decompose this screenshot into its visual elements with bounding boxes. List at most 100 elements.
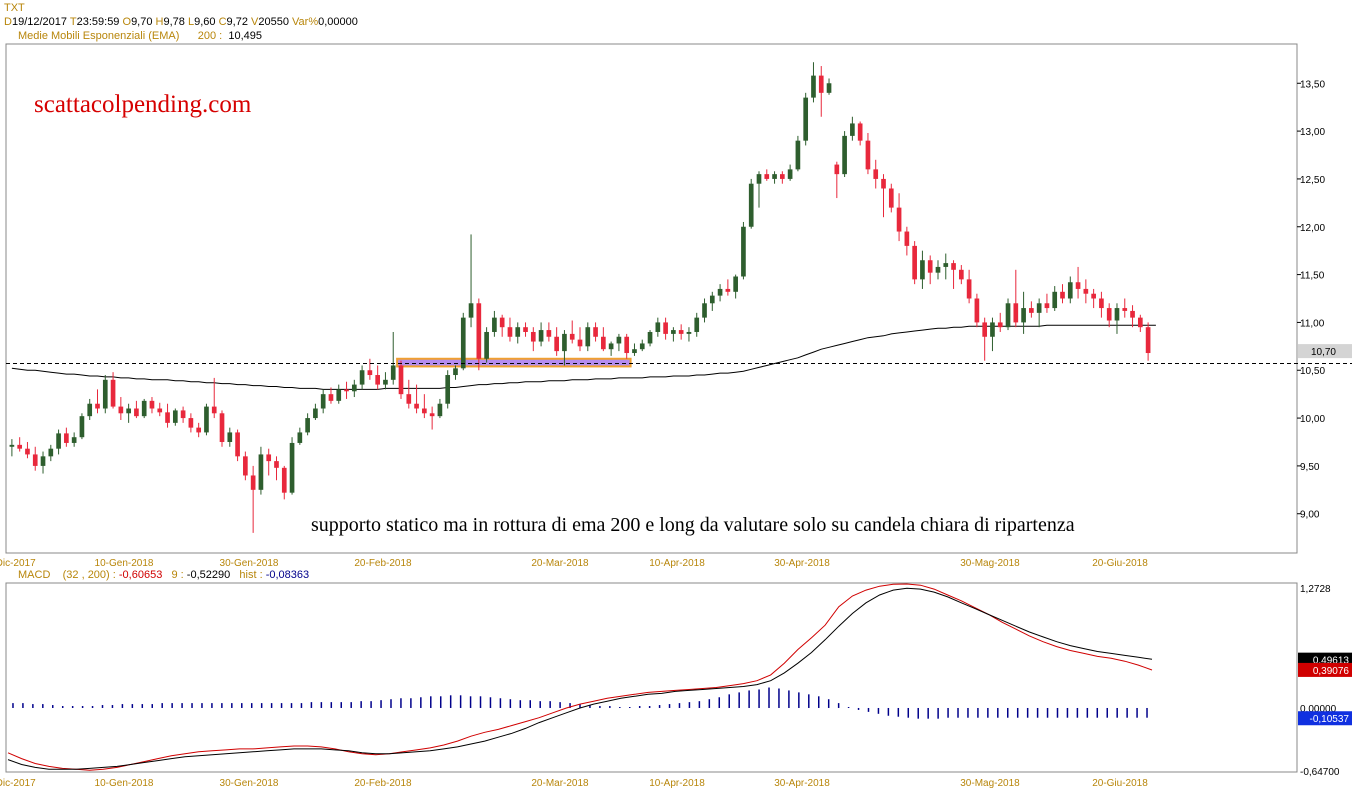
candle bbox=[141, 398, 147, 419]
candle bbox=[1044, 293, 1050, 313]
candle-body bbox=[1099, 298, 1104, 309]
price-tick-label: 12,50 bbox=[1300, 175, 1325, 186]
candle bbox=[313, 403, 318, 420]
time-value: 23:59:59 bbox=[76, 16, 120, 28]
candle bbox=[48, 444, 54, 462]
candle-body bbox=[702, 303, 707, 318]
close-value: 9,72 bbox=[226, 16, 248, 28]
candle-body bbox=[274, 461, 279, 468]
candle-body bbox=[717, 288, 723, 296]
candle-body bbox=[1075, 282, 1081, 289]
support-layer: 10,70 bbox=[6, 344, 1352, 365]
candle bbox=[196, 422, 202, 438]
support-zone-rect bbox=[396, 357, 632, 368]
candle bbox=[616, 333, 622, 352]
ema-separator: : bbox=[219, 30, 223, 42]
candle-body bbox=[390, 365, 396, 380]
candle bbox=[857, 121, 863, 146]
date-tick-label: 10-Gen-2018 bbox=[95, 558, 154, 569]
candle bbox=[367, 358, 373, 380]
candle-body bbox=[64, 433, 69, 443]
price-tick-label: 13,00 bbox=[1300, 127, 1325, 138]
candle bbox=[927, 255, 933, 285]
candle-body bbox=[811, 75, 816, 98]
candle-body bbox=[873, 169, 879, 179]
date-tick-label: 10-Gen-2018 bbox=[95, 778, 154, 789]
candle bbox=[211, 377, 217, 419]
candle-body bbox=[328, 394, 334, 401]
open-key: O bbox=[122, 16, 132, 28]
candle-body bbox=[663, 322, 668, 334]
candle bbox=[17, 437, 23, 452]
candle-body bbox=[40, 456, 46, 466]
candle-body bbox=[966, 279, 972, 299]
candle bbox=[188, 413, 194, 433]
candle-body bbox=[79, 416, 85, 438]
candle bbox=[336, 384, 342, 404]
candle bbox=[344, 381, 349, 399]
macd-tick-label: 1,2728 bbox=[1300, 584, 1331, 595]
price-tick-label: 9,50 bbox=[1300, 462, 1320, 473]
candle bbox=[460, 312, 466, 371]
candle bbox=[764, 169, 770, 181]
candle-body bbox=[235, 432, 240, 457]
candle-body bbox=[577, 339, 583, 347]
candle-body bbox=[1114, 308, 1120, 321]
price-tick-label: 9,00 bbox=[1300, 510, 1320, 521]
candle-body bbox=[904, 231, 910, 246]
candle bbox=[1099, 291, 1104, 318]
candle bbox=[865, 133, 871, 175]
candle-body bbox=[196, 427, 202, 433]
candle-body bbox=[1044, 303, 1050, 309]
candle bbox=[87, 398, 93, 420]
watermark-text: scattacolpending.com bbox=[34, 91, 252, 118]
candle bbox=[523, 322, 528, 337]
candle-body bbox=[188, 418, 194, 428]
candle-body bbox=[437, 403, 443, 417]
candle-body bbox=[709, 295, 715, 304]
candle bbox=[390, 331, 396, 385]
candle bbox=[974, 293, 980, 328]
candle-body bbox=[725, 288, 731, 292]
candle-body bbox=[1130, 310, 1135, 318]
candle bbox=[585, 322, 591, 352]
candle bbox=[79, 413, 85, 440]
candle bbox=[997, 312, 1003, 332]
price-axis: 13,50 13,00 12,50 12,00 11,50 11,00 10,50 10,00… bbox=[1297, 79, 1325, 521]
candle bbox=[406, 379, 412, 409]
candle-body bbox=[476, 303, 482, 359]
candle-body bbox=[180, 410, 186, 419]
macd-tick-label: 0,00000 bbox=[1300, 704, 1337, 715]
candle-body bbox=[484, 331, 489, 359]
date-tick-label: 20-Giu-2018 bbox=[1092, 558, 1148, 569]
macd-name: MACD bbox=[18, 569, 51, 581]
candle bbox=[134, 400, 139, 419]
candle-body bbox=[266, 454, 272, 462]
varpct-key: Var% bbox=[292, 16, 319, 28]
candle bbox=[562, 330, 567, 366]
candle bbox=[71, 432, 77, 447]
candle bbox=[375, 365, 380, 390]
macd-last-macd-text: 0,39076 bbox=[1313, 666, 1350, 677]
price-tick-label: 12,00 bbox=[1300, 223, 1325, 234]
candle-body bbox=[56, 433, 61, 449]
candle bbox=[359, 365, 365, 390]
candle-body bbox=[639, 343, 645, 350]
candle-body bbox=[842, 135, 847, 175]
candle bbox=[1021, 291, 1026, 334]
candle-body bbox=[250, 475, 256, 490]
candle-body bbox=[468, 303, 474, 318]
candle-body bbox=[741, 226, 746, 277]
candle-body bbox=[165, 412, 170, 423]
candle-body bbox=[608, 343, 614, 350]
candle-body bbox=[803, 97, 809, 141]
candle bbox=[1060, 284, 1065, 304]
candle-body bbox=[826, 83, 832, 93]
candle-body bbox=[927, 260, 933, 273]
candle bbox=[1106, 303, 1112, 328]
date-tick-label: 30-Gen-2018 bbox=[220, 558, 279, 569]
candle-body bbox=[398, 365, 404, 395]
candle-body bbox=[460, 317, 466, 369]
candle bbox=[258, 446, 264, 495]
